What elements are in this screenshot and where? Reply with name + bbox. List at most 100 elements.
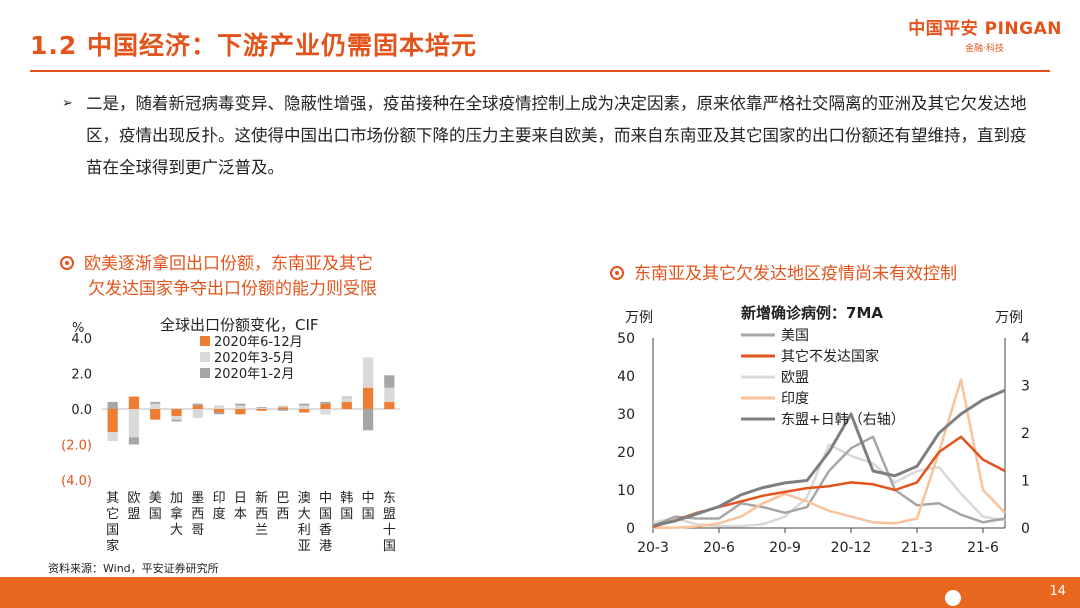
bar-y-tick-label: 4.0: [71, 332, 92, 347]
arrow-bullet-icon: ➢: [62, 96, 73, 111]
bar-segment: [256, 409, 267, 411]
bar-segment: [277, 405, 289, 408]
line-left-tick-label: 20: [617, 445, 635, 461]
bar-category-label: 加拿大: [170, 491, 183, 538]
footer-logo-mark: [945, 590, 961, 606]
bar-segment: [384, 401, 395, 409]
legend-label: 2020年1-2月: [214, 367, 294, 382]
bar-category-label: 澳大利亚: [298, 490, 311, 554]
legend-swatch: [200, 352, 210, 362]
line-left-tick-label: 0: [626, 521, 635, 537]
export-share-bar-chart: 全球出口份额变化，CIF%4.0 2.0 0.0 (2.0) (4.0) 其它国家欧盟美国…: [61, 316, 400, 554]
right-chart-subtitle: 东南亚及其它欠发达地区疫情尚未有效控制: [610, 262, 957, 287]
bar-segment: [235, 405, 246, 409]
line-x-tick-label: 21-3: [901, 540, 933, 556]
bar-segment: [213, 405, 225, 409]
bar-y-tick-label: (4.0): [61, 474, 92, 489]
bar-segment: [150, 401, 161, 404]
bar-y-unit: %: [72, 321, 84, 336]
page-title: 1.2 中国经济：下游产业仍需固本培元: [30, 31, 477, 60]
legend-label: 其它不发达国家: [781, 348, 879, 365]
bar-category-label: 欧盟: [127, 491, 140, 522]
bar-segment: [320, 403, 331, 409]
bar-category-label: 新西兰: [255, 490, 268, 538]
footer-bar: [0, 577, 1080, 608]
series-line: [652, 435, 1006, 528]
series-line: [652, 388, 1006, 528]
line-left-tick-label: 40: [617, 369, 635, 385]
line-left-tick-label: 10: [617, 483, 635, 499]
brand-logo: 中国平安 PINGAN 金融·科技: [908, 14, 1062, 54]
logo-wordmark: 中国平安 PINGAN: [908, 19, 1062, 39]
bar-segment: [171, 409, 182, 417]
legend-label: 美国: [781, 328, 809, 344]
bar-segment: [362, 357, 374, 388]
new-cases-line-chart: 新增确诊病例：7MA 万例 万例 0 10 20 30 40 50 0 1 2 3 4 20-3 20-6 20…: [617, 304, 1030, 556]
legend-swatch: [200, 336, 210, 346]
source-note: 资料来源：Wind，平安证券研究所: [48, 562, 219, 575]
bar-segment: [320, 409, 331, 415]
bar-segment: [277, 407, 289, 409]
bar-category-label: 巴西: [276, 491, 289, 522]
bar-segment: [362, 387, 374, 409]
bar-chart-title: 全球出口份额变化，CIF: [160, 316, 319, 334]
target-icon: [60, 256, 74, 270]
bar-category-label: 其它国家: [106, 491, 119, 554]
bar-segment: [299, 405, 310, 409]
legend-label: 东盟+日韩（右轴）: [781, 412, 905, 428]
bar-y-tick-label: 0.0: [71, 403, 92, 418]
bar-y-tick-label: (2.0): [61, 439, 92, 454]
line-chart-title: 新增确诊病例：7MA: [741, 304, 883, 322]
bullet-paragraph: ➢ 二是，随着新冠病毒变异、隐蔽性增强，疫苗接种在全球疫情控制上成为决定因素，原…: [62, 88, 1037, 184]
bar-segment: [299, 403, 310, 406]
line-left-tick-label: 30: [617, 407, 635, 423]
legend-label: 印度: [781, 391, 809, 407]
line-right-tick-label: 0: [1021, 521, 1030, 537]
bar-segment: [192, 405, 203, 409]
line-left-tick-label: 50: [617, 331, 635, 347]
legend-swatch: [200, 368, 210, 378]
target-icon: [610, 266, 624, 280]
line-right-tick-label: 2: [1021, 426, 1030, 442]
right-subtitle-text: 东南亚及其它欠发达地区疫情尚未有效控制: [634, 264, 957, 284]
bar-segment: [192, 403, 203, 406]
bar-segment: [107, 401, 118, 409]
bar-segment: [171, 416, 182, 420]
bar-segment: [256, 407, 267, 409]
bar-segment: [192, 409, 203, 418]
bar-category-label: 印度: [213, 491, 226, 522]
line-right-tick-label: 3: [1021, 379, 1030, 395]
bar-segment: [235, 403, 246, 406]
legend-label: 2020年3-5月: [214, 351, 294, 366]
logo-tagline: 金融·科技: [965, 44, 1004, 54]
legend-label: 欧盟: [781, 370, 809, 386]
legend-label: 2020年6-12月: [214, 335, 303, 350]
bar-y-tick-label: 2.0: [71, 368, 92, 383]
bar-segment: [341, 396, 352, 402]
line-x-tick-label: 20-9: [769, 540, 801, 556]
bar-segment: [235, 409, 246, 415]
line-x-tick-label: 20-12: [831, 540, 872, 556]
bar-segment: [362, 409, 374, 431]
line-x-tick-label: 20-3: [637, 540, 669, 556]
left-subtitle-line1: 欧美逐渐拿回出口份额，东南亚及其它: [84, 254, 373, 274]
bar-segment: [213, 409, 225, 413]
bar-segment: [150, 403, 161, 409]
bar-category-label: 中国: [362, 491, 375, 522]
bar-category-label: 美国: [149, 491, 162, 522]
line-x-tick-label: 21-6: [967, 540, 999, 556]
bar-segment: [107, 409, 118, 433]
line-left-unit: 万例: [625, 310, 653, 326]
bar-category-label: 东盟十国: [383, 491, 396, 554]
bar-segment: [256, 407, 267, 409]
bar-category-label: 日本: [234, 491, 247, 522]
page-number: 14: [1049, 584, 1066, 599]
bar-segment: [384, 387, 395, 402]
bar-segment: [128, 409, 140, 438]
left-chart-subtitle: 欧美逐渐拿回出口份额，东南亚及其它 欠发达国家争夺出口份额的能力则受限: [60, 252, 377, 302]
bar-category-label: 中国香港: [319, 491, 332, 554]
bar-category-label: 韩国: [340, 491, 353, 522]
bar-segment: [171, 419, 182, 422]
bar-segment: [299, 409, 310, 413]
bar-segment: [107, 432, 118, 441]
